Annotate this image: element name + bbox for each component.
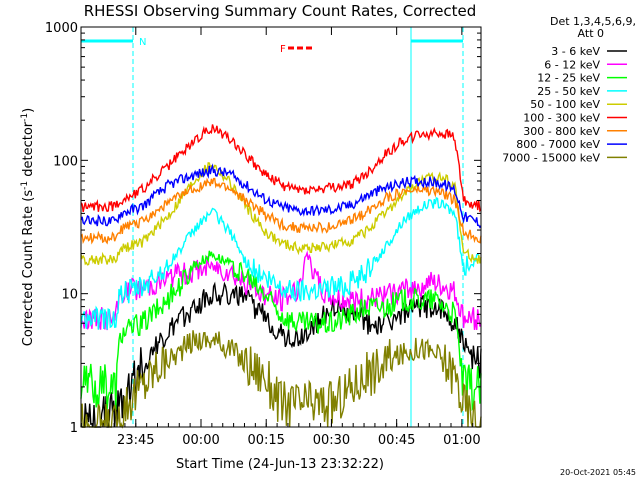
series-line-4 <box>80 196 482 330</box>
series-line-5 <box>80 162 482 266</box>
x-tick-label: 23:45 <box>117 433 154 448</box>
legend-entry-label: 3 - 6 keV <box>551 45 600 58</box>
legend-entry-label: 50 - 100 keV <box>530 98 600 111</box>
y-axis-label-main: Corrected Count Rate (s <box>21 190 36 347</box>
legend-header-line-2: Att 0 <box>578 27 604 40</box>
y-axis-label-sup1: -1 <box>20 181 30 190</box>
series-lines <box>80 124 482 429</box>
y-axis-label-end: ) <box>21 108 36 113</box>
y-axis-label: Corrected Count Rate (s-1 detector-1) <box>20 108 36 346</box>
x-tick-label: 00:15 <box>247 433 284 448</box>
legend-entry-label: 12 - 25 keV <box>537 72 600 85</box>
night-flag-label: N <box>139 37 146 48</box>
series-line-9 <box>80 330 482 429</box>
series-line-8 <box>80 163 482 229</box>
series-line-1 <box>80 281 482 428</box>
y-tick-label: 1 <box>70 421 78 436</box>
series-line-3 <box>80 250 482 411</box>
x-tick-label: 00:00 <box>182 433 219 448</box>
chart-title: RHESSI Observing Summary Count Rates, Co… <box>84 2 477 20</box>
x-tick-label: 01:00 <box>443 433 480 448</box>
y-axis: 1 10 100 1000 <box>45 21 481 436</box>
legend-entry-label: 6 - 12 keV <box>544 58 600 71</box>
x-axis-label: Start Time (24-Jun-13 23:32:22) <box>176 457 384 472</box>
y-tick-label: 10 <box>61 288 78 303</box>
legend-entry-label: 7000 - 15000 keV <box>502 151 600 164</box>
x-tick-label: 00:30 <box>313 433 350 448</box>
legend-entry-label: 25 - 50 keV <box>537 85 600 98</box>
legend-entry-label: 800 - 7000 keV <box>516 138 600 151</box>
y-tick-label: 100 <box>53 154 78 169</box>
plot-frame <box>80 26 482 428</box>
series-line-6 <box>80 124 482 213</box>
legend-entry-label: 100 - 300 keV <box>523 112 600 125</box>
y-axis-label-sup2: -1 <box>20 113 30 122</box>
x-tick-label: 00:45 <box>378 433 415 448</box>
y-axis-label-mid: detector <box>21 121 36 181</box>
legend-entry-label: 300 - 800 keV <box>523 125 600 138</box>
x-axis: 23:45 00:00 00:15 00:30 00:45 01:00 <box>80 27 481 448</box>
flare-flag-label: F <box>280 44 286 55</box>
series-line-7 <box>80 177 482 245</box>
legend-header-line-1: Det 1,3,4,5,6,9, <box>550 15 636 28</box>
y-tick-label: 1000 <box>45 21 78 36</box>
footer-date: 20-Oct-2021 05:45 <box>560 468 636 477</box>
